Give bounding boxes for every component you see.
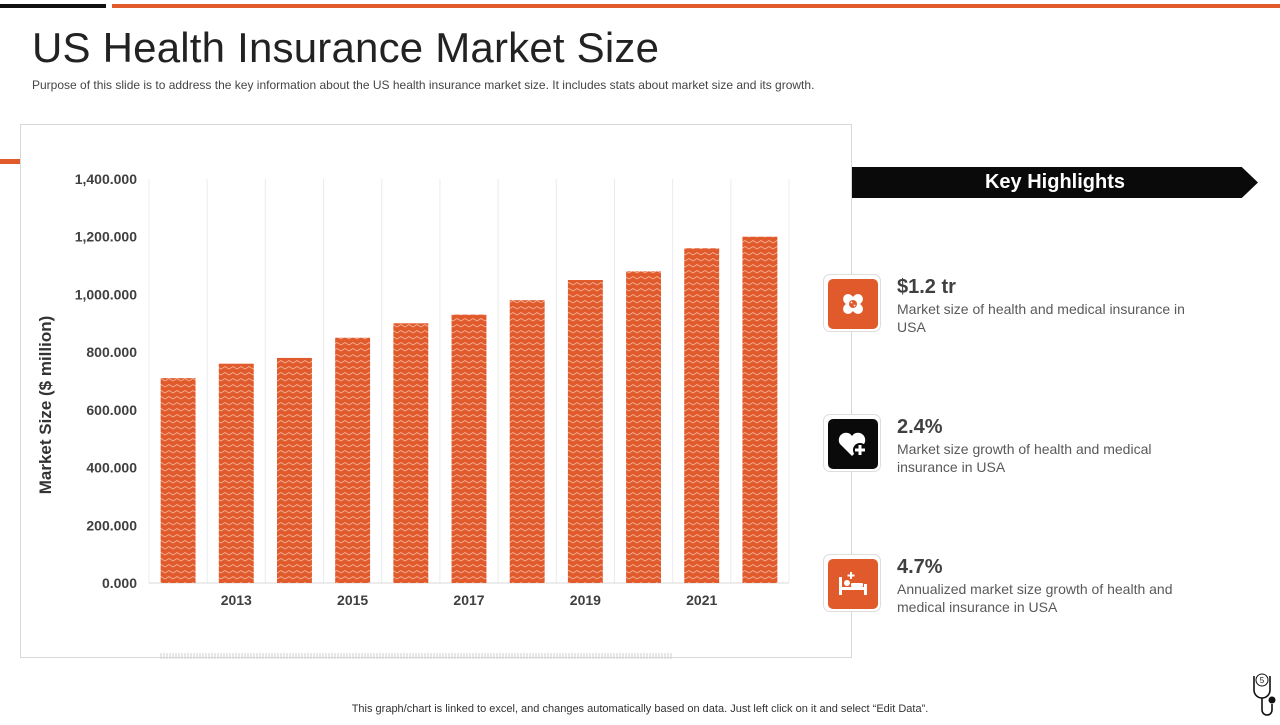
highlight-description: Market size growth of health and medical…: [897, 441, 1152, 475]
chart-scroll-hint: [160, 653, 672, 659]
highlight-icon-frame: [823, 414, 881, 472]
page-subtitle: Purpose of this slide is to address the …: [32, 78, 815, 92]
heart-plus-icon: [828, 419, 878, 469]
highlight-icon-frame: [823, 274, 881, 332]
highlight-description: Market size of health and medical insura…: [897, 301, 1185, 335]
bar-2018[interactable]: [509, 300, 545, 583]
y-axis-label: Market Size ($ million): [36, 316, 55, 495]
stethoscope-icon: 5: [1248, 672, 1280, 725]
key-highlights-banner: Key Highlights: [852, 167, 1258, 198]
y-tick-label: 1,200.000: [75, 229, 137, 245]
highlight-item: 2.4% Market size growth of health and me…: [823, 414, 1223, 476]
highlight-description: Annualized market size growth of health …: [897, 581, 1173, 615]
edit-data-footnote: This graph/chart is linked to excel, and…: [351, 703, 929, 715]
hospital-bed-icon: [828, 559, 878, 609]
bar-2012[interactable]: [160, 378, 196, 583]
highlight-value: 4.7%: [897, 556, 943, 578]
bar-2017[interactable]: [451, 314, 487, 583]
y-tick-label: 0.000: [102, 575, 137, 591]
highlight-item: 4.7% Annualized market size growth of he…: [823, 554, 1223, 616]
y-tick-label: 400.000: [86, 460, 137, 476]
bar-2022[interactable]: [742, 236, 778, 583]
bar-2020[interactable]: [626, 271, 661, 583]
highlight-value: $1.2 tr: [897, 276, 956, 298]
x-tick-label: 2019: [570, 592, 601, 608]
x-tick-label: 2017: [453, 592, 484, 608]
bar-2016[interactable]: [393, 323, 429, 583]
bandage-icon: [828, 279, 878, 329]
chart-container[interactable]: 0.000 200.000 400.000 600.000 800.000 1,000.0…: [20, 124, 853, 659]
bar-2015[interactable]: [335, 337, 371, 583]
y-tick-label: 800.000: [86, 344, 137, 360]
y-tick-label: 1,400.000: [75, 171, 137, 187]
bar-chart[interactable]: 0.000 200.000 400.000 600.000 800.000 1,000.0…: [21, 125, 853, 659]
y-tick-label: 200.000: [86, 517, 137, 533]
page-title: US Health Insurance Market Size: [32, 24, 660, 71]
y-tick-label: 1,000.000: [75, 286, 137, 302]
highlight-value: 2.4%: [897, 416, 943, 438]
x-tick-label: 2013: [221, 592, 252, 608]
page-number: 5: [1260, 676, 1265, 685]
bar-2019[interactable]: [567, 280, 603, 583]
top-accent-bar-orange: [112, 4, 1280, 8]
bar-2014[interactable]: [277, 357, 312, 583]
highlight-item: $1.2 tr Market size of health and medica…: [823, 274, 1223, 336]
highlight-icon-frame: [823, 554, 881, 612]
side-accent-bar: [0, 159, 20, 164]
x-tick-label: 2015: [337, 592, 368, 608]
x-tick-label: 2021: [686, 592, 717, 608]
y-tick-label: 600.000: [86, 402, 137, 418]
top-accent-bar-black: [0, 4, 106, 8]
bar-2013[interactable]: [218, 363, 254, 583]
bar-2021[interactable]: [684, 248, 720, 583]
